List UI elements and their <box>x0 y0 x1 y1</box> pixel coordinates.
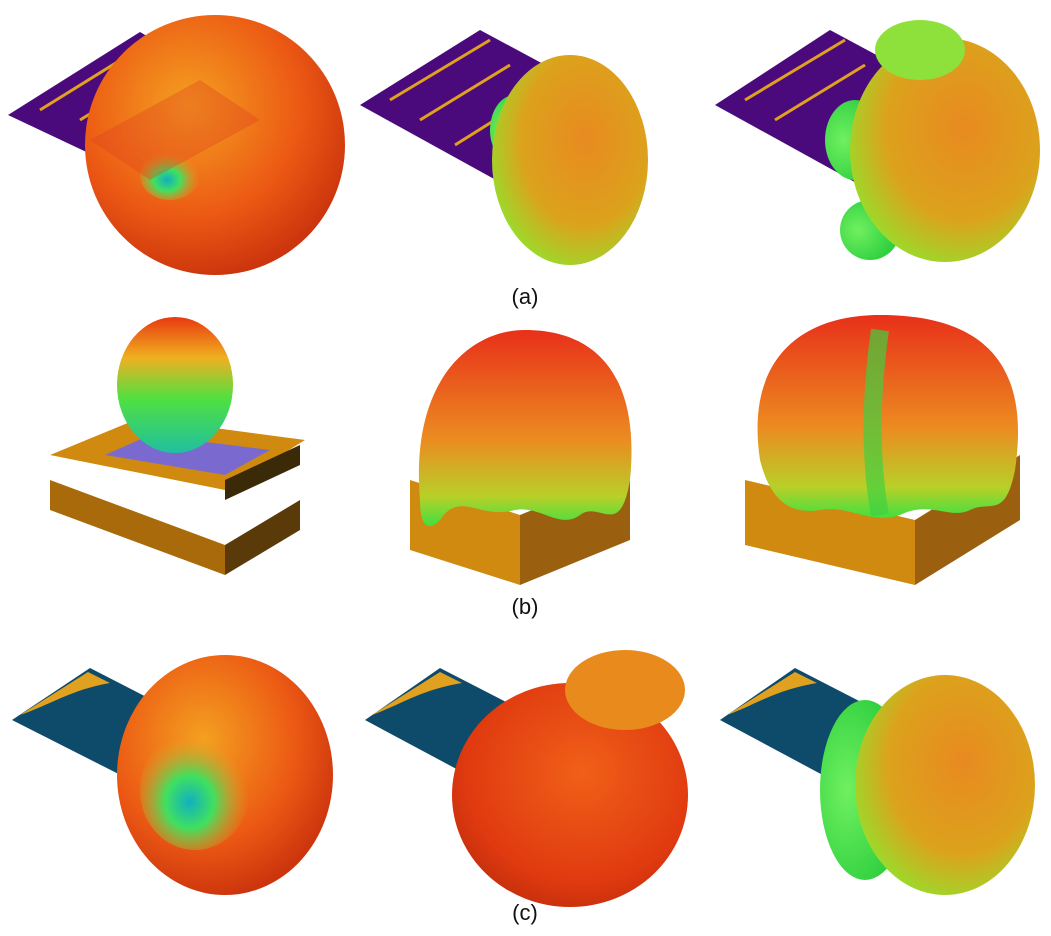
panel-b3 <box>745 315 1020 585</box>
panel-c1 <box>12 655 333 895</box>
panel-label: (c) <box>512 900 538 925</box>
panel-a3 <box>715 20 1040 262</box>
panel-c3 <box>720 668 1035 895</box>
panel-a1 <box>8 15 345 275</box>
panel-label: (b) <box>512 594 539 619</box>
panel-label: (a) <box>512 284 539 309</box>
panel-c2 <box>365 650 688 907</box>
panel-b1 <box>50 317 305 575</box>
panel-b2 <box>410 330 632 585</box>
panel-a2 <box>360 30 648 265</box>
